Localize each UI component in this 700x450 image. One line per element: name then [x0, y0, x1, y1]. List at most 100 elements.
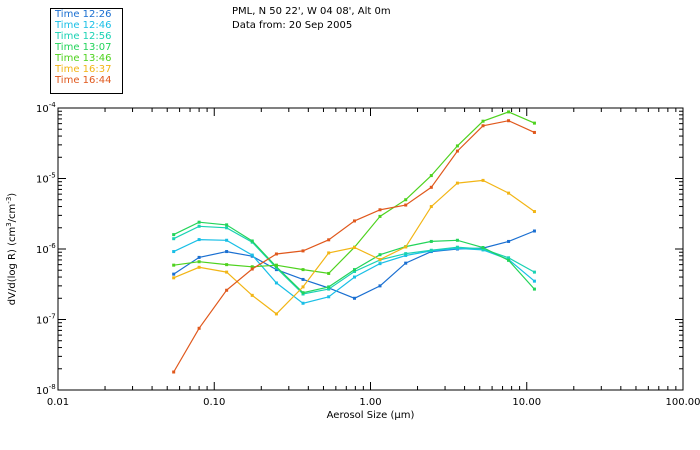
- data-point: [532, 270, 536, 274]
- data-point: [353, 246, 357, 250]
- data-point: [353, 219, 357, 223]
- data-point: [197, 224, 201, 228]
- data-point: [429, 248, 433, 252]
- data-point: [378, 208, 382, 212]
- data-point: [532, 121, 536, 125]
- data-point: [404, 261, 408, 265]
- data-point: [301, 268, 305, 272]
- data-point: [481, 119, 485, 123]
- x-tick-label: 100.00: [666, 397, 700, 408]
- y-tick-label: 10-7: [36, 313, 56, 327]
- data-point: [507, 239, 511, 243]
- data-point: [327, 295, 331, 299]
- data-point: [404, 245, 408, 249]
- data-point: [197, 220, 201, 224]
- data-point: [274, 252, 278, 256]
- data-point: [507, 191, 511, 195]
- series-6: [172, 119, 536, 374]
- data-point: [378, 257, 382, 261]
- data-point: [225, 270, 229, 274]
- data-point: [301, 285, 305, 289]
- data-point: [197, 265, 201, 269]
- data-point: [404, 198, 408, 202]
- data-point: [507, 256, 511, 260]
- data-point: [378, 214, 382, 218]
- data-point: [197, 326, 201, 330]
- data-point: [507, 258, 511, 262]
- data-point: [455, 149, 459, 153]
- data-point: [225, 238, 229, 242]
- data-point: [225, 250, 229, 254]
- data-point: [353, 296, 357, 300]
- data-point: [455, 144, 459, 148]
- data-point: [378, 284, 382, 288]
- data-point: [455, 238, 459, 242]
- x-tick-label: 0.01: [47, 397, 69, 408]
- data-point: [197, 238, 201, 242]
- data-point: [274, 312, 278, 316]
- y-tick-label: 10-4: [36, 101, 56, 115]
- data-point: [429, 174, 433, 178]
- y-tick-label: 10-6: [36, 242, 56, 256]
- data-point: [327, 287, 331, 291]
- data-point: [225, 226, 229, 230]
- data-point: [532, 130, 536, 134]
- data-point: [225, 263, 229, 267]
- data-point: [172, 263, 176, 267]
- y-tick-label: 10-8: [36, 383, 56, 397]
- data-point: [481, 124, 485, 128]
- data-point: [274, 265, 278, 269]
- plot-frame: [57, 107, 684, 391]
- data-point: [301, 291, 305, 295]
- x-tick-label: 1.00: [359, 397, 381, 408]
- data-point: [274, 263, 278, 267]
- data-point: [274, 268, 278, 272]
- data-point: [274, 281, 278, 285]
- data-point: [301, 301, 305, 305]
- data-point: [327, 251, 331, 255]
- data-point: [429, 205, 433, 209]
- data-point: [327, 238, 331, 242]
- data-point: [172, 370, 176, 374]
- legend-entry: Time 12:56: [55, 31, 112, 42]
- data-point: [507, 119, 511, 123]
- data-point: [225, 288, 229, 292]
- legend: Time 12:26 Time 12:46 Time 12:56 Time 13…: [50, 8, 123, 94]
- data-point: [250, 293, 254, 297]
- y-axis-title: dV/d(log R) (cm3/cm-3): [5, 193, 18, 305]
- data-point: [250, 267, 254, 271]
- x-axis-title: Aerosol Size (μm): [327, 410, 415, 421]
- data-point: [250, 265, 254, 269]
- data-point: [429, 239, 433, 243]
- data-point: [481, 178, 485, 182]
- x-tick-label: 0.10: [203, 397, 225, 408]
- data-point: [172, 276, 176, 280]
- data-point: [455, 181, 459, 185]
- chart-header: PML, N 50 22', W 04 08', Alt 0m Data fro…: [232, 5, 391, 33]
- location-line: PML, N 50 22', W 04 08', Alt 0m: [232, 6, 391, 17]
- data-point: [481, 246, 485, 250]
- legend-entry: Time 12:26: [55, 9, 112, 20]
- series-2: [172, 224, 536, 296]
- data-point: [404, 252, 408, 256]
- data-point: [532, 279, 536, 283]
- data-point: [172, 250, 176, 254]
- data-point: [429, 185, 433, 189]
- data-point: [172, 233, 176, 237]
- data-point: [507, 110, 511, 114]
- data-point: [353, 275, 357, 279]
- data-point: [532, 287, 536, 291]
- data-point: [250, 239, 254, 243]
- x-tick-label: 10.00: [512, 397, 541, 408]
- y-tick-label: 10-5: [36, 172, 56, 186]
- data-point: [455, 245, 459, 249]
- data-point: [197, 260, 201, 264]
- data-point: [404, 203, 408, 207]
- series-line: [173, 221, 535, 294]
- data-point: [197, 255, 201, 259]
- data-point: [327, 285, 331, 289]
- data-point: [378, 253, 382, 257]
- data-point: [250, 253, 254, 257]
- data-point: [301, 277, 305, 281]
